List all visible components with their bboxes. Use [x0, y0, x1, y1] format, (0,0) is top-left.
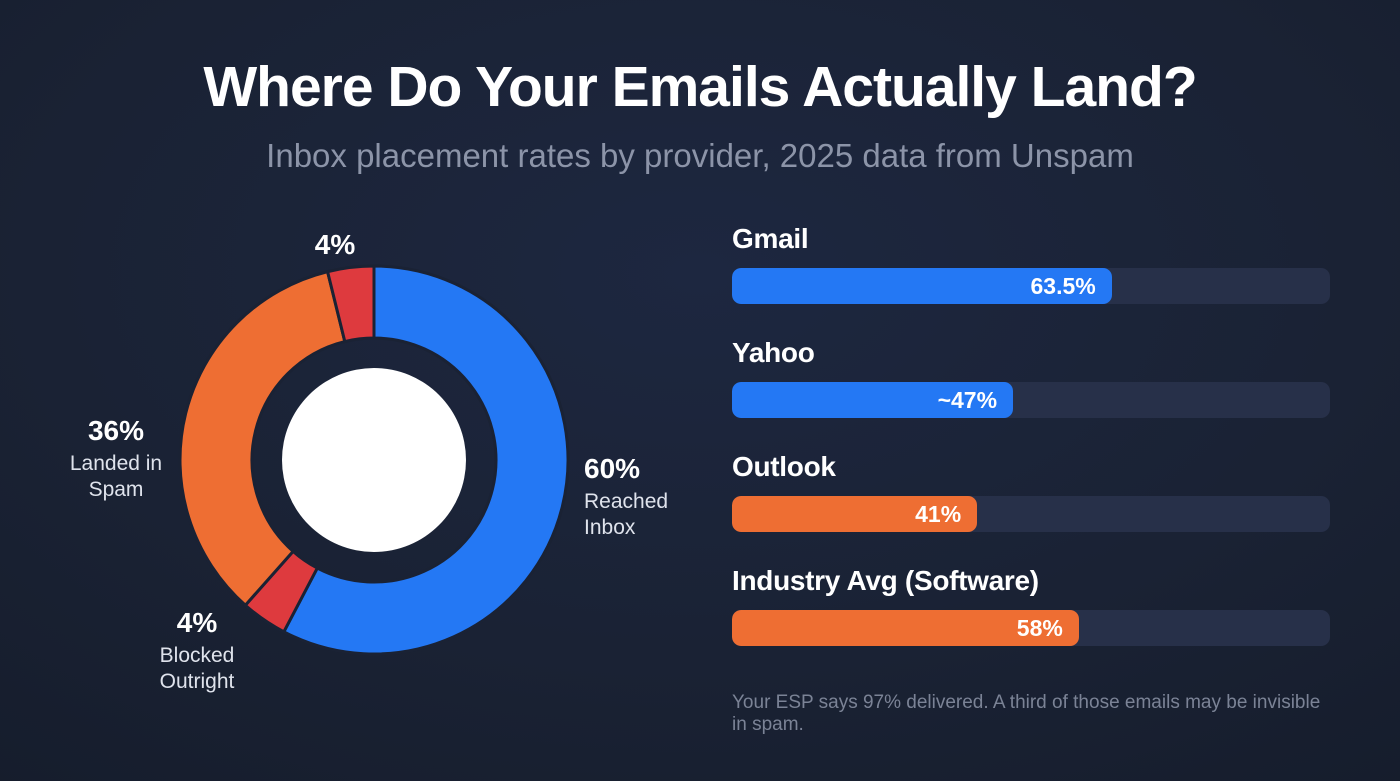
donut-chart — [174, 260, 574, 660]
bar-row: Yahoo ~47% — [732, 336, 1330, 418]
bar-track-gmail: 63.5% — [732, 268, 1330, 304]
bar-chart: Gmail 63.5% Yahoo ~47% Outlook 41% — [732, 222, 1330, 736]
bar-fill-gmail: 63.5% — [732, 268, 1112, 304]
bar-fill-industry-avg: 58% — [732, 610, 1079, 646]
donut-label-spam: 36% Landed in Spam — [44, 414, 188, 502]
donut-text-inbox-line2: Inbox — [584, 515, 636, 539]
donut-segment-red-3 — [325, 264, 376, 344]
bar-value-industry-avg: 58% — [1016, 614, 1063, 641]
bar-row: Gmail 63.5% — [732, 222, 1330, 304]
donut-pct-inbox: 60% — [584, 453, 641, 484]
donut-label-inbox: 60% Reached Inbox — [584, 452, 714, 540]
donut-text-spam-line2: Spam — [88, 477, 144, 501]
bar-track-industry-avg: 58% — [732, 610, 1330, 646]
bar-track-outlook: 41% — [732, 496, 1330, 532]
footnote: Your ESP says 97% delivered. A third of … — [732, 692, 1321, 735]
donut-segment-reached-inbox — [281, 264, 570, 656]
donut-label-blocked-top: 4% — [280, 228, 390, 265]
donut-label-blocked: 4% Blocked Outright — [130, 606, 264, 694]
donut-text-spam-line1: Landed in — [69, 452, 163, 476]
donut-svg — [178, 264, 570, 656]
bar-value-outlook: 41% — [915, 500, 962, 527]
donut-text-inbox-line1: Reached — [584, 490, 669, 514]
donut-text-blocked-line2: Outright — [159, 669, 235, 693]
donut-pct-blocked: 4% — [176, 607, 218, 638]
donut-center-circle — [282, 368, 466, 552]
bar-category-label-gmail: Gmail — [732, 223, 809, 254]
bar-fill-yahoo: ~47% — [732, 382, 1014, 418]
bar-category-label-outlook: Outlook — [732, 451, 836, 482]
bar-row: Industry Avg (Software) 58% — [732, 564, 1330, 646]
bar-fill-outlook: 41% — [732, 496, 978, 532]
bar-category-label-industry-avg: Industry Avg (Software) — [732, 565, 1039, 596]
page-subtitle: Inbox placement rates by provider, 2025 … — [266, 137, 1134, 174]
page-title: Where Do Your Emails Actually Land? — [203, 55, 1197, 119]
bar-category-label-yahoo: Yahoo — [732, 337, 815, 368]
bar-value-gmail: 63.5% — [1030, 272, 1096, 299]
bar-value-yahoo: ~47% — [937, 386, 998, 413]
bar-row: Outlook 41% — [732, 450, 1330, 532]
bar-track-yahoo: ~47% — [732, 382, 1330, 418]
donut-text-blocked-line1: Blocked — [159, 644, 235, 668]
donut-pct-spam: 36% — [87, 415, 145, 446]
donut-pct-top: 4% — [314, 229, 356, 260]
donut-segment-landed-in-spam — [178, 269, 347, 608]
